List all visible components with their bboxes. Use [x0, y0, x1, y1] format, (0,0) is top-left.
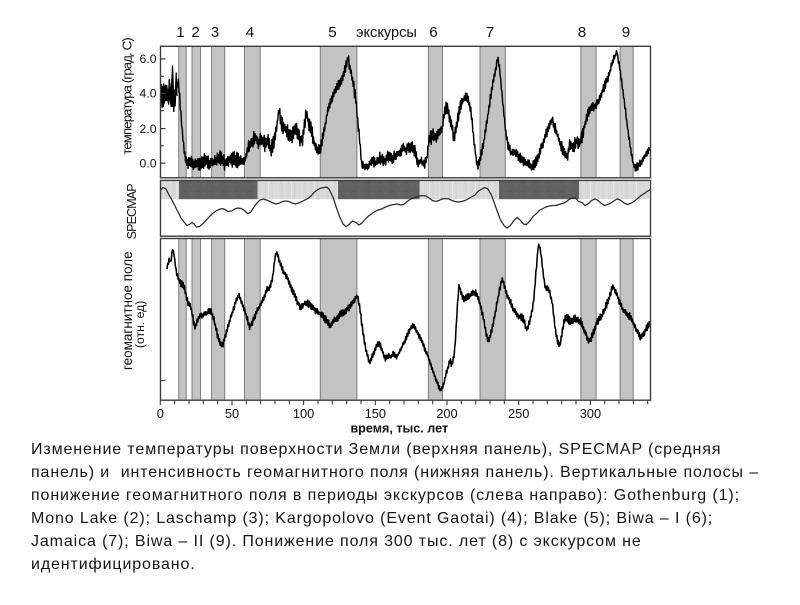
svg-text:150: 150	[365, 406, 386, 421]
svg-text:3: 3	[211, 24, 219, 41]
svg-text:300: 300	[580, 406, 601, 421]
svg-text:2: 2	[191, 24, 199, 41]
svg-text:5: 5	[328, 24, 336, 41]
svg-text:0.0: 0.0	[140, 156, 157, 170]
svg-text:6.0: 6.0	[140, 52, 157, 66]
svg-text:200: 200	[436, 406, 457, 421]
svg-text:(отн. ед): (отн. ед)	[133, 301, 147, 348]
svg-text:0: 0	[157, 406, 164, 421]
svg-text:экскурсы: экскурсы	[356, 25, 417, 41]
svg-text:4: 4	[246, 24, 254, 41]
svg-text:2.0: 2.0	[140, 122, 157, 136]
svg-text:геомагнитное поле: геомагнитное поле	[120, 251, 135, 370]
svg-text:4.0: 4.0	[140, 87, 157, 101]
svg-text:6: 6	[429, 24, 437, 41]
svg-text:SPECMAP: SPECMAP	[125, 183, 139, 239]
svg-text:250: 250	[508, 406, 529, 421]
svg-text:время, тыс. лет: время, тыс. лет	[350, 421, 448, 435]
svg-text:1: 1	[176, 24, 184, 41]
svg-text:7: 7	[486, 24, 494, 41]
svg-text:8: 8	[578, 24, 586, 41]
svg-text:50: 50	[225, 406, 239, 421]
svg-text:9: 9	[622, 24, 630, 41]
svg-text:температура (град. С): температура (град. С)	[119, 37, 134, 154]
svg-text:100: 100	[293, 406, 314, 421]
